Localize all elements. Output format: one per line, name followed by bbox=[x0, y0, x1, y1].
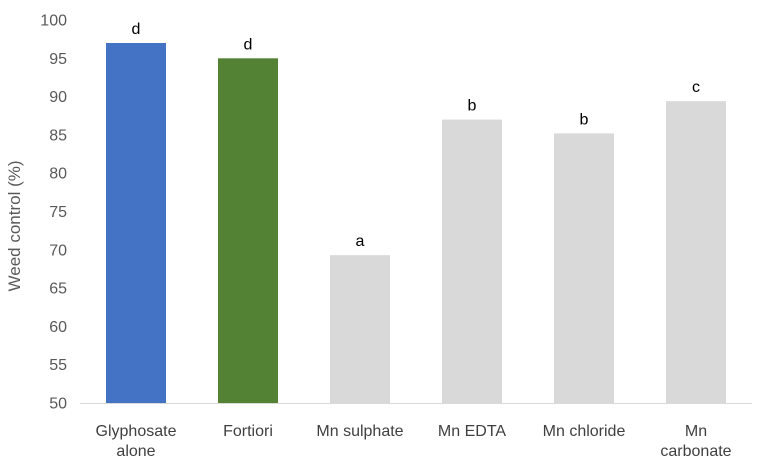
y-tick-label: 85 bbox=[49, 127, 67, 144]
x-axis-categories: Glyphosate alone Fortiori Mn sulphate Mn EDT… bbox=[96, 423, 732, 460]
y-tick-label: 90 bbox=[49, 89, 67, 106]
x-tick-label: Mn chloride bbox=[543, 423, 626, 440]
x-tick-label: carbonate bbox=[660, 443, 731, 460]
y-tick-label: 55 bbox=[49, 357, 67, 374]
significance-letter: b bbox=[468, 98, 477, 115]
significance-letter: d bbox=[244, 36, 253, 53]
bar bbox=[106, 42, 166, 403]
x-tick-label: Fortiori bbox=[223, 423, 273, 440]
x-tick-label: Mn sulphate bbox=[316, 423, 403, 440]
x-tick-label: Glyphosate bbox=[96, 423, 177, 440]
significance-letter: b bbox=[580, 111, 589, 128]
x-tick-label: alone bbox=[116, 443, 155, 460]
significance-letter: d bbox=[132, 21, 141, 38]
significance-letter: a bbox=[356, 233, 365, 250]
y-tick-label: 65 bbox=[49, 281, 67, 298]
significance-letter: c bbox=[692, 79, 700, 96]
y-tick-label: 80 bbox=[49, 166, 67, 183]
bar bbox=[554, 133, 614, 404]
y-axis-label: Weed control (%) bbox=[5, 160, 24, 291]
bar bbox=[218, 58, 278, 404]
data-labels: d d a b b c bbox=[132, 21, 700, 250]
y-tick-label: 50 bbox=[49, 396, 67, 413]
y-tick-label: 100 bbox=[40, 13, 67, 30]
bar bbox=[442, 119, 502, 403]
y-tick-label: 95 bbox=[49, 51, 67, 68]
bars bbox=[106, 42, 726, 404]
y-tick-label: 70 bbox=[49, 242, 67, 259]
x-tick-label: Mn EDTA bbox=[438, 423, 506, 440]
bar bbox=[666, 101, 726, 404]
x-tick-label: Mn bbox=[685, 423, 707, 440]
y-tick-label: 60 bbox=[49, 319, 67, 336]
y-tick-label: 75 bbox=[49, 204, 67, 221]
bar bbox=[330, 255, 390, 403]
y-axis-ticks: 50 55 60 65 70 75 80 85 90 95 100 bbox=[40, 13, 67, 413]
